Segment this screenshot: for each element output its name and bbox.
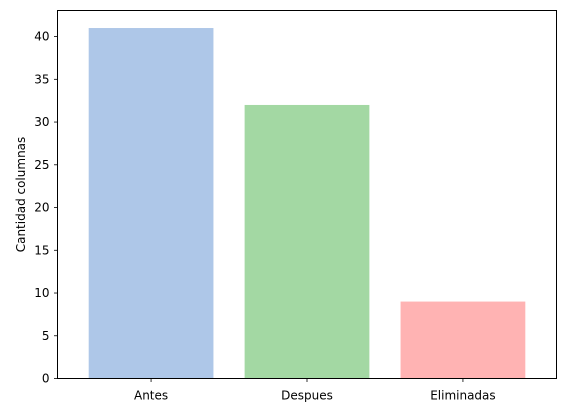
bar-antes bbox=[88, 28, 214, 379]
x-tick-label: Despues bbox=[281, 389, 333, 403]
y-axis-label: Cantidad columnas bbox=[14, 137, 28, 253]
bars-group bbox=[88, 28, 526, 379]
y-axis-ticks: 0 5 10 15 20 25 30 35 40 bbox=[34, 30, 58, 386]
y-tick-label: 40 bbox=[34, 30, 49, 44]
y-tick-label: 25 bbox=[34, 158, 49, 172]
bar-eliminadas bbox=[400, 301, 526, 379]
y-tick-label: 35 bbox=[34, 72, 49, 86]
x-tick-label: Antes bbox=[134, 389, 168, 403]
plot-frame bbox=[57, 10, 557, 379]
y-tick-label: 15 bbox=[34, 243, 49, 257]
x-tick-label: Eliminadas bbox=[430, 389, 495, 403]
y-tick-label: 5 bbox=[42, 329, 50, 343]
y-tick-label: 20 bbox=[34, 201, 49, 215]
y-tick-label: 0 bbox=[42, 372, 50, 386]
y-tick-label: 30 bbox=[34, 115, 49, 129]
bar-despues bbox=[244, 104, 370, 379]
x-axis-ticks: Antes Despues Eliminadas bbox=[134, 378, 496, 403]
y-tick-label: 10 bbox=[34, 286, 49, 300]
